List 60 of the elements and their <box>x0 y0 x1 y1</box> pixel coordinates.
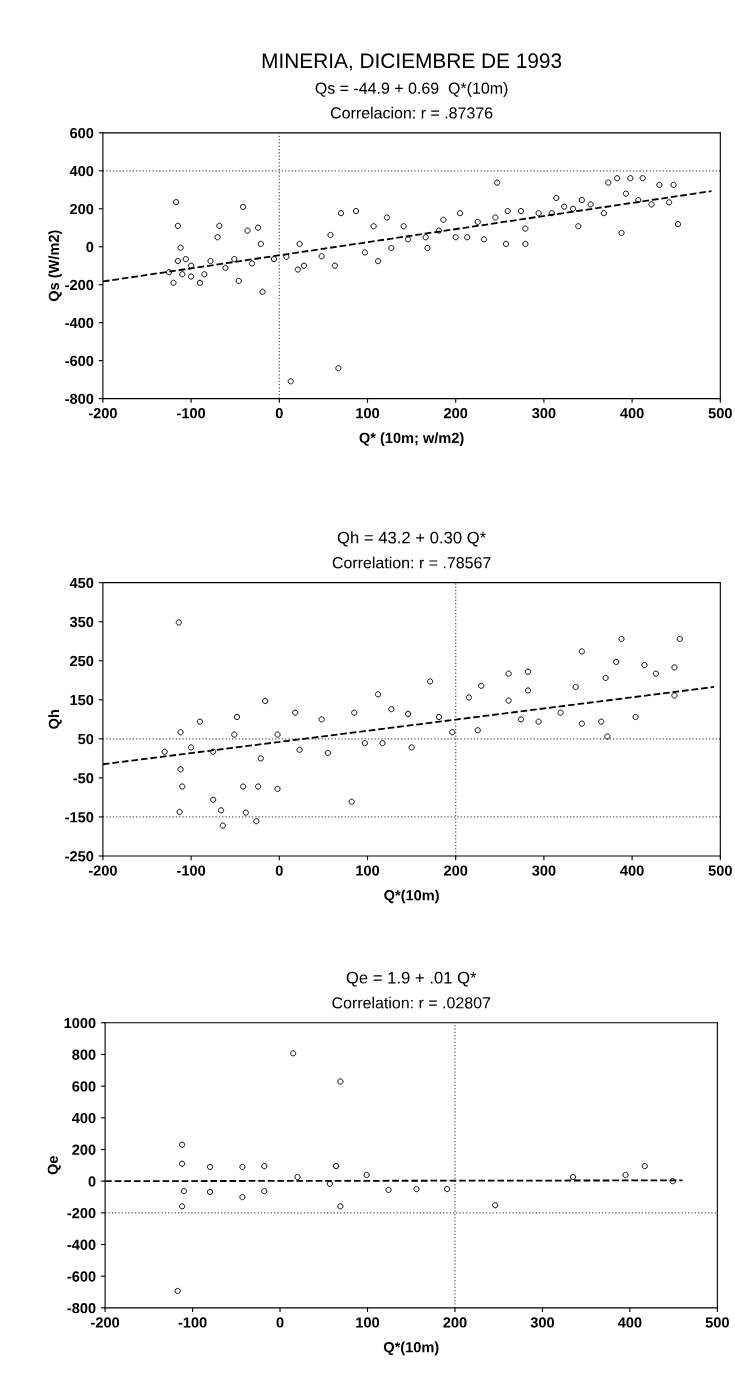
y-tick-label: 400 <box>69 165 94 177</box>
x-tick-label: -100 <box>177 408 206 419</box>
chart-title: MINERIA, DICIEMBRE DE 1993 <box>262 53 562 71</box>
y-tick-label: 1000 <box>64 1017 96 1029</box>
y-tick-label: -50 <box>73 773 94 784</box>
x-tick-label: 200 <box>444 408 468 419</box>
y-tick-label: -400 <box>67 1239 96 1250</box>
y-tick-label: -400 <box>65 317 94 329</box>
y-axis-title: Qh <box>48 710 62 729</box>
x-tick-label: 500 <box>705 1317 729 1328</box>
y-tick-label: 600 <box>72 1081 96 1092</box>
x-axis-title: Q*(10m) <box>383 1341 439 1356</box>
x-tick-label: 400 <box>620 865 644 876</box>
y-tick-label: -800 <box>65 393 94 405</box>
y-tick-label: 0 <box>86 241 94 253</box>
y-tick-label: 600 <box>70 127 94 139</box>
x-tick-label: 100 <box>356 865 380 876</box>
y-tick-label: 50 <box>78 733 94 745</box>
y-tick-label: 150 <box>70 694 94 706</box>
x-tick-label: 0 <box>276 1317 284 1328</box>
x-axis-title: Q* (10m; w/m2) <box>359 432 464 446</box>
x-axis-title: Q*(10m) <box>384 889 439 904</box>
x-tick-label: -100 <box>177 865 206 876</box>
y-tick-label: -600 <box>67 1271 96 1282</box>
y-tick-label: 350 <box>69 616 94 628</box>
y-tick-label: -200 <box>67 1207 96 1219</box>
x-tick-label: 200 <box>443 1317 467 1328</box>
x-tick-label: 300 <box>532 865 556 876</box>
x-tick-label: 500 <box>708 408 732 419</box>
x-tick-label: 0 <box>275 408 283 419</box>
x-tick-label: 300 <box>532 408 556 419</box>
y-tick-label: -250 <box>65 851 94 862</box>
y-tick-label: 200 <box>70 203 94 215</box>
y-tick-label: 400 <box>71 1112 96 1124</box>
y-tick-label: -150 <box>65 812 94 823</box>
y-tick-label: 200 <box>72 1144 96 1155</box>
x-tick-label: 100 <box>356 408 380 419</box>
y-tick-label: 0 <box>88 1176 96 1187</box>
y-axis-title: Qe <box>47 1156 61 1175</box>
x-tick-label: 400 <box>620 408 644 419</box>
chart-subtitle: Correlation: r = .78567 <box>332 556 491 569</box>
x-tick-label: 300 <box>530 1317 554 1328</box>
y-axis-title: Qs (W/m2) <box>48 230 62 302</box>
chart-title: Qe = 1.9 + .01 Q* <box>346 971 477 987</box>
x-tick-label: 100 <box>356 1317 380 1328</box>
y-tick-label: -800 <box>67 1302 96 1314</box>
chart-title: Qh = 43.2 + 0.30 Q* <box>337 531 486 547</box>
y-tick-label: -600 <box>65 355 94 367</box>
x-tick-label: 200 <box>444 865 468 876</box>
y-tick-label: 450 <box>69 577 94 589</box>
x-tick-label: 500 <box>708 865 732 876</box>
chart-subtitle: Qs = -44.9 + 0.69 Q*(10m) <box>315 82 508 97</box>
text: Correlacion: r = .87376 <box>330 106 493 119</box>
y-tick-label: 250 <box>70 655 94 667</box>
chart-subtitle: Correlation: r = .02807 <box>332 996 491 1009</box>
y-tick-label: 800 <box>72 1049 96 1060</box>
x-tick-label: 400 <box>617 1317 642 1328</box>
y-tick-label: -200 <box>65 279 94 291</box>
x-tick-label: -100 <box>178 1317 207 1328</box>
x-tick-label: 0 <box>275 865 283 876</box>
